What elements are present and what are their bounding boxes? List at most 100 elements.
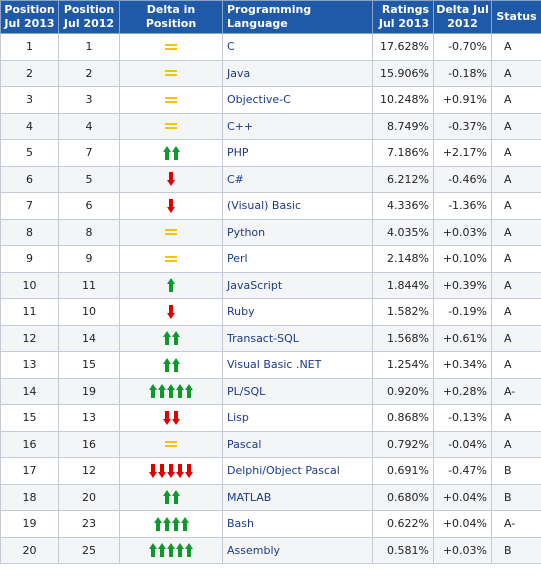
- language-link[interactable]: PHP: [227, 146, 249, 160]
- delta-cell: +0.39%: [433, 271, 492, 299]
- delta-cell: +0.04%: [433, 510, 492, 538]
- delta-position-cell: [119, 112, 223, 140]
- language-link[interactable]: C#: [227, 172, 244, 186]
- delta-cell: -1.36%: [433, 192, 492, 220]
- language-cell: MATLAB: [222, 483, 373, 511]
- status-cell: A: [491, 165, 541, 193]
- position-2013-cell: 3: [0, 86, 59, 114]
- position-2013-cell: 6: [0, 165, 59, 193]
- delta-position-cell: [119, 59, 223, 87]
- arrow-up-icon: [162, 331, 171, 346]
- rating-cell: 7.186%: [372, 139, 434, 167]
- language-link[interactable]: Transact-SQL: [227, 331, 299, 345]
- table-row: 20 25 Assembly 0.581% +0.03% B: [0, 536, 541, 564]
- delta-cell: -0.18%: [433, 59, 492, 87]
- arrow-up-icon: [185, 384, 193, 399]
- col-header-delta[interactable]: Delta Jul 2012: [433, 0, 492, 34]
- position-2013-cell: 20: [0, 536, 59, 564]
- delta-position-cell: [119, 218, 223, 246]
- delta-cell: -0.37%: [433, 112, 492, 140]
- status-cell: B: [491, 457, 541, 485]
- status-cell: A: [491, 139, 541, 167]
- language-cell: Pascal: [222, 430, 373, 458]
- col-header-ratings[interactable]: Ratings Jul 2013: [372, 0, 434, 34]
- position-2012-cell: 15: [58, 351, 120, 379]
- table-row: 18 20 MATLAB 0.680% +0.04% B: [0, 483, 541, 511]
- arrow-down-icon: [176, 463, 184, 478]
- status-cell: A: [491, 404, 541, 432]
- delta-cell: +0.10%: [433, 245, 492, 273]
- delta-position-cell: [119, 165, 223, 193]
- equal-icon: [165, 96, 177, 104]
- arrow-up-icon: [171, 516, 180, 531]
- language-link[interactable]: Ruby: [227, 305, 255, 319]
- table-row: 12 14 Transact-SQL 1.568% +0.61% A: [0, 324, 541, 352]
- col-header-language[interactable]: Programming Language: [222, 0, 373, 34]
- table-row: 9 9 Perl 2.148% +0.10% A: [0, 245, 541, 273]
- table-row: 5 7 PHP 7.186% +2.17% A: [0, 139, 541, 167]
- language-link[interactable]: MATLAB: [227, 490, 272, 504]
- language-link[interactable]: Perl: [227, 252, 248, 266]
- status-cell: B: [491, 483, 541, 511]
- arrow-up-icon: [162, 357, 171, 372]
- arrow-up-icon: [167, 384, 175, 399]
- table-row: 6 5 C# 6.212% -0.46% A: [0, 165, 541, 193]
- delta-cell: -0.13%: [433, 404, 492, 432]
- arrow-up-icon: [158, 543, 166, 558]
- language-link[interactable]: (Visual) Basic: [227, 199, 302, 213]
- position-2013-cell: 12: [0, 324, 59, 352]
- language-cell: C#: [222, 165, 373, 193]
- rating-cell: 0.920%: [372, 377, 434, 405]
- language-link[interactable]: Java: [227, 66, 251, 80]
- rating-cell: 15.906%: [372, 59, 434, 87]
- language-link[interactable]: Visual Basic .NET: [227, 358, 322, 372]
- language-link[interactable]: C: [227, 40, 235, 54]
- language-link[interactable]: Python: [227, 225, 266, 239]
- language-link[interactable]: PL/SQL: [227, 384, 266, 398]
- language-cell: PL/SQL: [222, 377, 373, 405]
- col-header-position-2012[interactable]: Position Jul 2012: [58, 0, 120, 34]
- delta-position-cell: [119, 536, 223, 564]
- delta-position-cell: [119, 510, 223, 538]
- position-2013-cell: 10: [0, 271, 59, 299]
- arrow-up-icon: [149, 543, 157, 558]
- position-2013-cell: 9: [0, 245, 59, 273]
- header-row: Position Jul 2013 Position Jul 2012 Delt…: [0, 0, 541, 34]
- status-cell: A: [491, 430, 541, 458]
- language-link[interactable]: Assembly: [227, 543, 281, 557]
- table-row: 3 3 Objective-C 10.248% +0.91% A: [0, 86, 541, 114]
- delta-position-cell: [119, 139, 223, 167]
- delta-position-cell: [119, 351, 223, 379]
- delta-cell: +0.28%: [433, 377, 492, 405]
- col-header-position-2013[interactable]: Position Jul 2013: [0, 0, 59, 34]
- language-link[interactable]: Delphi/Object Pascal: [227, 464, 340, 478]
- delta-position-cell: [119, 298, 223, 326]
- delta-position-cell: [119, 377, 223, 405]
- col-header-delta-position[interactable]: Delta in Position: [119, 0, 223, 34]
- rating-cell: 0.622%: [372, 510, 434, 538]
- arrow-up-icon: [158, 384, 166, 399]
- position-2013-cell: 18: [0, 483, 59, 511]
- table-body: 1 1 C 17.628% -0.70% A 2 2 Java 15.906% -0.18% A 3 3 O…: [0, 33, 541, 564]
- language-link[interactable]: Bash: [227, 517, 254, 531]
- language-link[interactable]: JavaScript: [227, 278, 283, 292]
- table-row: 2 2 Java 15.906% -0.18% A: [0, 59, 541, 87]
- col-header-status[interactable]: Status: [491, 0, 541, 34]
- language-link[interactable]: C++: [227, 119, 254, 133]
- arrow-down-icon: [167, 198, 175, 213]
- position-2012-cell: 3: [58, 86, 120, 114]
- delta-cell: +0.03%: [433, 536, 492, 564]
- language-link[interactable]: Pascal: [227, 437, 262, 451]
- language-cell: Delphi/Object Pascal: [222, 457, 373, 485]
- rating-cell: 1.844%: [372, 271, 434, 299]
- position-2012-cell: 6: [58, 192, 120, 220]
- language-link[interactable]: Lisp: [227, 411, 249, 425]
- language-cell: Lisp: [222, 404, 373, 432]
- status-cell: A: [491, 245, 541, 273]
- language-cell: Bash: [222, 510, 373, 538]
- equal-icon: [165, 440, 177, 448]
- position-2012-cell: 25: [58, 536, 120, 564]
- delta-position-cell: [119, 86, 223, 114]
- arrow-down-icon: [162, 410, 171, 425]
- language-link[interactable]: Objective-C: [227, 93, 291, 107]
